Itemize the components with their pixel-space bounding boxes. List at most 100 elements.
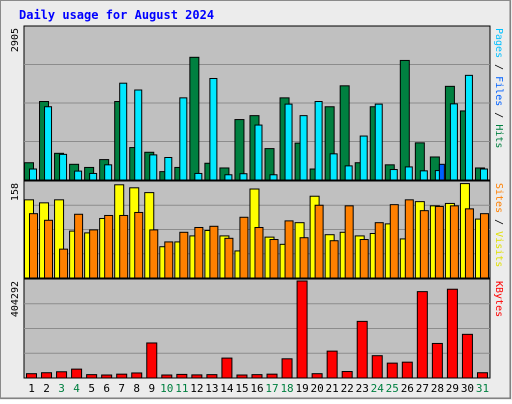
x-tick-label-day-6: 6 [103,382,110,395]
bar-files-day-26 [404,166,413,181]
bar-sites-day-13 [209,225,219,279]
x-tick-label-day-16: 16 [250,382,263,395]
x-tick-label-day-2: 2 [43,382,50,395]
legend-part-2-2: / [493,213,504,231]
bar-kbytes-day-23 [356,320,368,379]
bar-hits-day-26 [399,59,410,181]
bar-kbytes-day-30 [461,333,473,379]
panel-2-legend-label: Sites / Visits [493,183,504,267]
legend-part-3-1: KBytes [493,281,504,317]
x-tick-label-day-30: 30 [461,382,474,395]
bar-kbytes-day-24 [371,355,383,379]
bar-hits-day-15 [234,119,245,181]
panel-3-legend-label: KBytes [493,281,504,317]
bar-files-day-25 [389,169,398,181]
bar-sites-day-6 [104,214,114,279]
bar-sites-day-29 [449,205,459,279]
bar-files-day-8 [134,89,143,181]
x-tick-label-day-28: 28 [431,382,444,395]
bar-sites-day-12 [194,226,204,279]
bar-kbytes-day-10 [161,374,173,379]
bar-kbytes-day-2 [41,372,53,379]
bar-sites-day-1 [29,213,38,279]
x-tick-label-day-21: 21 [326,382,339,395]
x-tick-label-day-5: 5 [88,382,95,395]
bar-sites-day-2 [44,219,54,279]
bar-files-day-7 [119,82,128,181]
legend-part-2-3: Visits [493,231,504,267]
bar-sites-day-4 [74,213,84,279]
x-tick-label-day-19: 19 [295,382,308,395]
bar-files-day-10 [164,157,173,181]
panel-2-max-label: 158 [10,183,21,201]
bar-files-day-20 [314,101,323,181]
bar-kbytes-day-26 [401,361,413,379]
bar-kbytes-day-6 [101,374,113,379]
bar-files-day-16 [254,124,263,181]
bar-files-day-27 [419,170,428,181]
bar-sites-day-8 [134,211,144,279]
bar-files-day-13 [209,77,218,181]
bar-kbytes-day-3 [56,371,68,379]
bar-sites-day-17 [269,239,279,279]
bar-kbytes-day-13 [206,374,218,379]
bar-kbytes-day-4 [71,368,83,379]
x-tick-label-day-4: 4 [73,382,80,395]
panel-1-legend-label: Pages / Files / Hits [493,28,504,148]
bar-sites-day-20 [314,204,324,279]
legend-part-1-1: Pages [493,28,504,58]
x-tick-label-day-8: 8 [133,382,140,395]
x-tick-label-day-15: 15 [235,382,248,395]
x-tick-label-day-9: 9 [148,382,155,395]
bar-sites-day-27 [419,210,429,279]
x-tick-label-day-26: 26 [401,382,414,395]
legend-part-1-2: / [493,58,504,76]
legend-part-1-5: Hits [493,124,504,148]
bar-sites-day-10 [164,241,174,279]
bar-files-day-21 [329,153,338,181]
bar-files-day-24 [374,103,383,181]
x-tick-label-day-24: 24 [371,382,385,395]
x-tick-label-day-25: 25 [386,382,399,395]
bar-files-day-15 [239,173,248,181]
bar-kbytes-day-1 [26,373,37,379]
x-tick-label-day-31: 31 [476,382,489,395]
bar-files-day-14 [224,174,233,181]
panel-3-max-label: 404292 [10,281,21,317]
bar-files-day-9 [149,154,158,181]
bar-sites-day-31 [479,213,489,279]
bar-sites-day-18 [284,220,294,279]
bar-kbytes-day-21 [326,350,338,379]
panel-1-max-label: 2905 [10,28,21,52]
bar-kbytes-day-9 [146,342,158,379]
bar-sites-day-19 [299,237,309,279]
bar-kbytes-day-29 [446,288,458,379]
bar-sites-day-30 [464,208,474,279]
legend-part-1-4: / [493,106,504,124]
bar-files-day-29 [449,103,458,181]
chart-title: Daily usage for August 2024 [19,8,214,22]
bar-hits-day-12 [189,56,200,181]
bar-kbytes-day-12 [191,374,203,379]
bar-sites-day-22 [344,205,354,279]
bar-files-day-12 [194,172,203,181]
bar-kbytes-day-31 [476,372,488,379]
x-tick-label-day-22: 22 [341,382,354,395]
bar-sites-day-11 [179,231,189,279]
x-tick-label-day-13: 13 [205,382,218,395]
legend-part-2-1: Sites [493,183,504,213]
x-tick-label-day-11: 11 [175,382,188,395]
bar-files-day-17 [269,174,278,181]
bar-sites-day-23 [359,239,369,279]
x-tick-label-day-1: 1 [28,382,35,395]
bar-files-day-1 [29,168,37,181]
bar-kbytes-day-27 [416,291,428,379]
x-tick-label-day-20: 20 [311,382,324,395]
bar-files-day-18 [284,103,293,181]
bar-sites-day-3 [59,248,69,279]
bar-kbytes-day-7 [116,373,128,379]
x-tick-label-day-27: 27 [416,382,429,395]
bar-kbytes-day-16 [251,374,263,379]
